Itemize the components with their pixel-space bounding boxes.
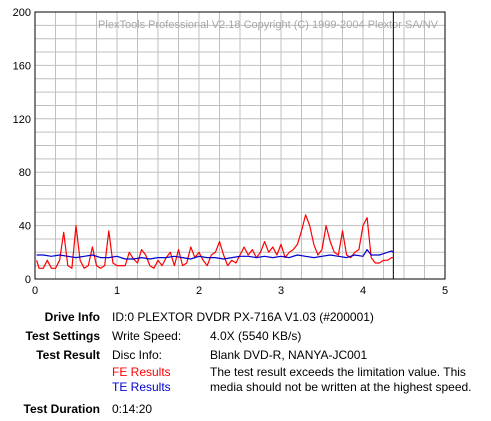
- test-duration-label: Test Duration: [23, 402, 100, 416]
- y-tick-labels: 0 40 80 120 160 200: [13, 7, 31, 286]
- x-tick-label: 0: [32, 285, 38, 297]
- chart-watermark: PlexTools Professional V2.18 Copyright (…: [98, 19, 439, 31]
- x-tick-labels: 0 1 2 3 4 5: [32, 285, 448, 297]
- y-tick-label: 200: [13, 7, 31, 19]
- plot-frame: [34, 11, 446, 280]
- y-tick-label: 160: [13, 60, 31, 72]
- test-duration-row: Test Duration 0:14:20: [0, 400, 491, 418]
- fe-results-legend: FE Results: [112, 365, 171, 379]
- disc-info-label: Disc Info:: [112, 348, 163, 362]
- test-settings-row: Test Settings Write Speed: 4.0X (5540 KB…: [0, 327, 491, 345]
- write-speed-value: 4.0X (5540 KB/s): [210, 329, 302, 343]
- y-tick-label: 0: [25, 274, 31, 286]
- drive-info-value: ID:0 PLEXTOR DVDR PX-716A V1.03 (#200001…: [112, 310, 374, 324]
- x-tick-label: 5: [442, 285, 448, 297]
- results-row: FE Results TE Results The test result ex…: [0, 365, 491, 397]
- x-tick-label: 4: [360, 285, 366, 297]
- drive-info-row: Drive Info ID:0 PLEXTOR DVDR PX-716A V1.…: [0, 308, 491, 326]
- axes: [34, 11, 446, 280]
- disc-info-value: Blank DVD-R, NANYA-JC001: [210, 348, 368, 362]
- y-tick-label: 120: [13, 114, 31, 126]
- result-message: The test result exceeds the limitation v…: [210, 365, 472, 394]
- fe-results-line: [36, 214, 394, 269]
- x-tick-label: 2: [196, 285, 202, 297]
- test-result-label: Test Result: [36, 348, 100, 362]
- te-results-line: [36, 249, 394, 260]
- test-duration-value: 0:14:20: [112, 402, 153, 416]
- test-settings-label: Test Settings: [25, 329, 100, 343]
- x-tick-label: 1: [114, 285, 120, 297]
- test-result-row: Test Result Disc Info: Blank DVD-R, NANY…: [0, 346, 491, 364]
- y-tick-label: 80: [19, 167, 31, 179]
- te-results-legend: TE Results: [112, 380, 171, 394]
- x-tick-label: 3: [278, 285, 284, 297]
- chart: PlexTools Professional V2.18 Copyright (…: [13, 7, 448, 297]
- series: [36, 214, 394, 269]
- y-tick-label: 40: [19, 221, 31, 233]
- write-speed-label: Write Speed:: [112, 329, 182, 343]
- drive-info-label: Drive Info: [44, 310, 100, 324]
- grid: [35, 12, 445, 279]
